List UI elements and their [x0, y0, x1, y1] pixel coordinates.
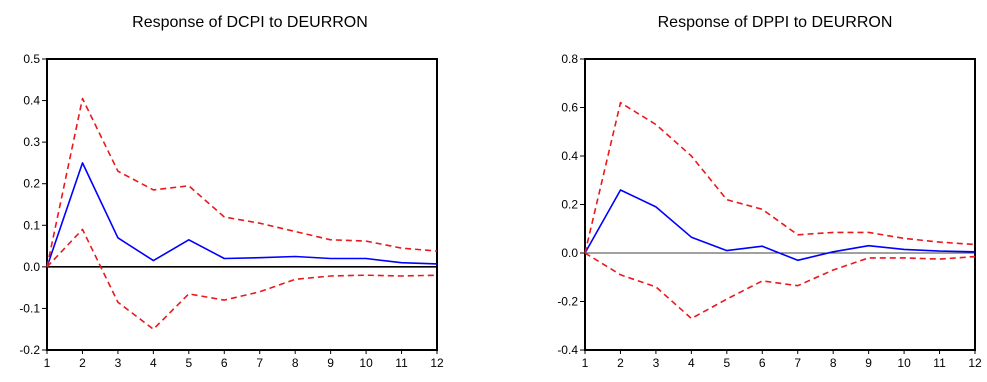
plot-frame [584, 58, 976, 351]
series-lower-band [584, 252, 976, 320]
x-tick-label: 11 [395, 356, 408, 370]
x-tick-label: 5 [723, 356, 730, 370]
x-tick-label: 9 [327, 356, 334, 370]
x-tick-label: 10 [897, 356, 911, 370]
y-tick-label: 0.3 [23, 135, 40, 149]
x-tick-label: 3 [653, 356, 660, 370]
y-tick-label: 0.4 [23, 94, 40, 108]
x-tick-label: 6 [221, 356, 228, 370]
x-tick-label: 2 [617, 356, 624, 370]
y-tick-label: 0.8 [561, 52, 578, 66]
x-tick-label: 9 [865, 356, 872, 370]
series-upper-band [46, 97, 438, 268]
x-tick-label: 6 [759, 356, 766, 370]
y-tick-label: 0.5 [23, 52, 40, 66]
series-lower-band [46, 228, 438, 331]
x-tick-label: 5 [185, 356, 192, 370]
x-tick-label: 10 [359, 356, 373, 370]
series-response [584, 189, 976, 262]
y-tick-label: -0.2 [557, 295, 578, 309]
x-tick-label: 2 [79, 356, 86, 370]
y-tick-label: 0.1 [23, 218, 40, 232]
x-tick-label: 3 [115, 356, 122, 370]
chart-title: Response of DPPI to DEURRON [658, 14, 893, 31]
x-tick-label: 12 [430, 356, 444, 370]
series-response [46, 162, 438, 268]
x-tick-label: 11 [933, 356, 946, 370]
y-tick-label: 0.2 [23, 177, 40, 191]
y-tick-label: -0.4 [557, 343, 578, 357]
x-tick-label: 7 [794, 356, 801, 370]
y-tick-label: 0.4 [561, 149, 578, 163]
chart-panel-dcpi: Response of DCPI to DEURRON -0.2 -0.1 0.0 0… [19, 14, 444, 370]
series-upper-band [584, 101, 976, 254]
y-tick-label: 0.2 [561, 198, 578, 212]
y-tick-label: 0.0 [23, 260, 40, 274]
y-tick-label: -0.2 [19, 343, 40, 357]
x-tick-label: 8 [830, 356, 837, 370]
y-tick-label: 0.0 [561, 246, 578, 260]
x-tick-label: 1 [582, 356, 589, 370]
y-tick-label: -0.1 [19, 301, 40, 315]
chart-title: Response of DCPI to DEURRON [132, 14, 368, 31]
x-tick-label: 4 [150, 356, 157, 370]
x-tick-label: 8 [292, 356, 299, 370]
x-tick-label: 12 [968, 356, 982, 370]
chart-panel-dppi: Response of DPPI to DEURRON -0.4 -0.2 0.0 0… [557, 14, 982, 370]
plot-frame [46, 58, 438, 351]
x-tick-label: 7 [256, 356, 263, 370]
y-tick-label: 0.6 [561, 101, 578, 115]
x-tick-label: 1 [44, 356, 51, 370]
x-tick-label: 4 [688, 356, 695, 370]
